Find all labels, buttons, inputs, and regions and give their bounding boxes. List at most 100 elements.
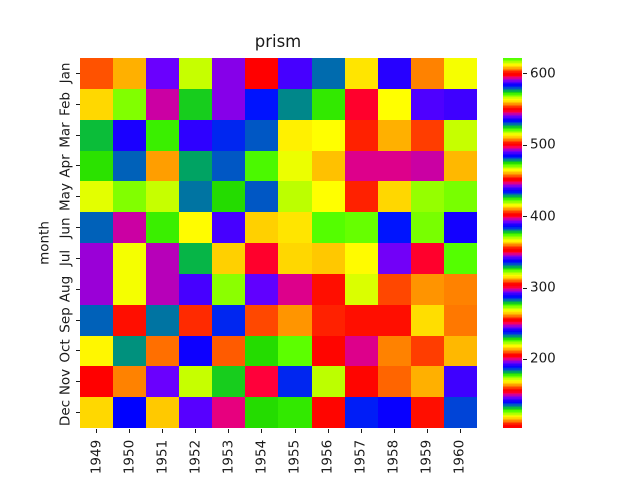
heatmap-cell-Dec-1950 (113, 397, 147, 428)
heatmap-cell-Nov-1959 (410, 366, 444, 398)
y-axis-label: month (36, 221, 53, 265)
x-tick (459, 428, 461, 433)
heatmap-cell-Oct-1951 (146, 335, 180, 367)
x-tick-label: 1951 (153, 439, 170, 475)
colorbar-tick-label: 500 (530, 136, 556, 153)
y-tick (75, 72, 80, 74)
heatmap-cell-Feb-1953 (212, 88, 246, 120)
heatmap-cell-Sep-1950 (113, 304, 147, 336)
heatmap-cell-Mar-1958 (377, 119, 411, 151)
heatmap-cell-Jul-1950 (113, 243, 147, 274)
colorbar-tick-label: 400 (530, 207, 556, 224)
heatmap-cell-Apr-1955 (278, 150, 312, 182)
heatmap-cell-Feb-1958 (377, 88, 411, 120)
heatmap-cell-Jun-1952 (179, 212, 213, 243)
heatmap-cell-Jul-1954 (245, 243, 279, 274)
heatmap-cell-Sep-1956 (311, 304, 345, 336)
heatmap-cell-Oct-1949 (80, 335, 114, 367)
heatmap-cell-Nov-1960 (443, 366, 477, 398)
heatmap-cell-Jun-1954 (245, 212, 279, 243)
heatmap-cell-May-1953 (212, 181, 246, 213)
heatmap-cell-Dec-1954 (245, 397, 279, 428)
heatmap-cell-May-1955 (278, 181, 312, 213)
heatmap-cell-Oct-1955 (278, 335, 312, 367)
heatmap-cell-Jul-1955 (278, 243, 312, 274)
heatmap-cell-Jul-1949 (80, 243, 114, 274)
x-tick-label: 1959 (418, 439, 435, 475)
heatmap-cell-May-1956 (311, 181, 345, 213)
heatmap-cell-May-1950 (113, 181, 147, 213)
heatmap-cell-Jun-1955 (278, 212, 312, 243)
y-tick-label: Nov (57, 368, 74, 395)
heatmap-cell-Oct-1952 (179, 335, 213, 367)
x-tick-label: 1957 (352, 439, 369, 475)
heatmap-cell-Dec-1957 (344, 397, 378, 428)
heatmap-cell-Jun-1957 (344, 212, 378, 243)
y-tick (75, 165, 80, 167)
heatmap-cell-Dec-1960 (443, 397, 477, 428)
heatmap-cell-Apr-1957 (344, 150, 378, 182)
heatmap-cell-Mar-1955 (278, 119, 312, 151)
heatmap-cell-May-1960 (443, 181, 477, 213)
heatmap-cell-Sep-1955 (278, 304, 312, 336)
heatmap-cell-Feb-1952 (179, 88, 213, 120)
heatmap (80, 58, 477, 428)
heatmap-cell-Apr-1960 (443, 150, 477, 182)
x-tick (360, 428, 362, 433)
heatmap-cell-Dec-1951 (146, 397, 180, 428)
y-tick (75, 103, 80, 105)
heatmap-cell-Jan-1951 (146, 58, 180, 89)
y-tick-label: Jun (57, 217, 74, 239)
heatmap-cell-Apr-1956 (311, 150, 345, 182)
colorbar-tick-label: 300 (530, 279, 556, 296)
heatmap-cell-Aug-1959 (410, 273, 444, 305)
heatmap-cell-Nov-1956 (311, 366, 345, 398)
heatmap-cell-Aug-1956 (311, 273, 345, 305)
heatmap-cell-Jul-1952 (179, 243, 213, 274)
heatmap-cell-Feb-1951 (146, 88, 180, 120)
heatmap-cell-Jun-1953 (212, 212, 246, 243)
heatmap-cell-Jun-1959 (410, 212, 444, 243)
heatmap-cell-Mar-1960 (443, 119, 477, 151)
x-tick (129, 428, 131, 433)
x-tick-label: 1952 (187, 439, 204, 475)
heatmap-cell-Oct-1960 (443, 335, 477, 367)
heatmap-cell-Aug-1957 (344, 273, 378, 305)
x-tick-label: 1950 (120, 439, 137, 475)
heatmap-cell-Nov-1950 (113, 366, 147, 398)
x-tick-label: 1956 (319, 439, 336, 475)
heatmap-cell-Oct-1959 (410, 335, 444, 367)
heatmap-cell-Jun-1950 (113, 212, 147, 243)
heatmap-cell-Dec-1953 (212, 397, 246, 428)
heatmap-cell-Apr-1952 (179, 150, 213, 182)
colorbar-tick (522, 73, 527, 75)
heatmap-cell-Jul-1957 (344, 243, 378, 274)
heatmap-cell-Mar-1953 (212, 119, 246, 151)
y-tick-label: Oct (57, 339, 74, 363)
heatmap-cell-Sep-1953 (212, 304, 246, 336)
heatmap-cell-Feb-1960 (443, 88, 477, 120)
y-tick-label: Sep (57, 307, 74, 333)
x-tick-label: 1953 (220, 439, 237, 475)
y-tick (75, 381, 80, 383)
heatmap-cell-Sep-1960 (443, 304, 477, 336)
x-tick (228, 428, 230, 433)
heatmap-cell-Oct-1956 (311, 335, 345, 367)
heatmap-cell-Jan-1959 (410, 58, 444, 89)
y-tick (75, 257, 80, 259)
heatmap-cell-Jan-1956 (311, 58, 345, 89)
x-tick (261, 428, 263, 433)
colorbar-tick (522, 144, 527, 146)
heatmap-cell-Jan-1949 (80, 58, 114, 89)
x-tick-label: 1954 (253, 439, 270, 475)
x-tick (426, 428, 428, 433)
x-tick-label: 1960 (451, 439, 468, 475)
heatmap-cell-May-1959 (410, 181, 444, 213)
heatmap-cell-Jun-1956 (311, 212, 345, 243)
y-tick-label: Dec (57, 399, 74, 426)
heatmap-cell-Mar-1954 (245, 119, 279, 151)
heatmap-cell-Nov-1955 (278, 366, 312, 398)
heatmap-cell-Nov-1957 (344, 366, 378, 398)
chart-title: prism (254, 32, 302, 51)
